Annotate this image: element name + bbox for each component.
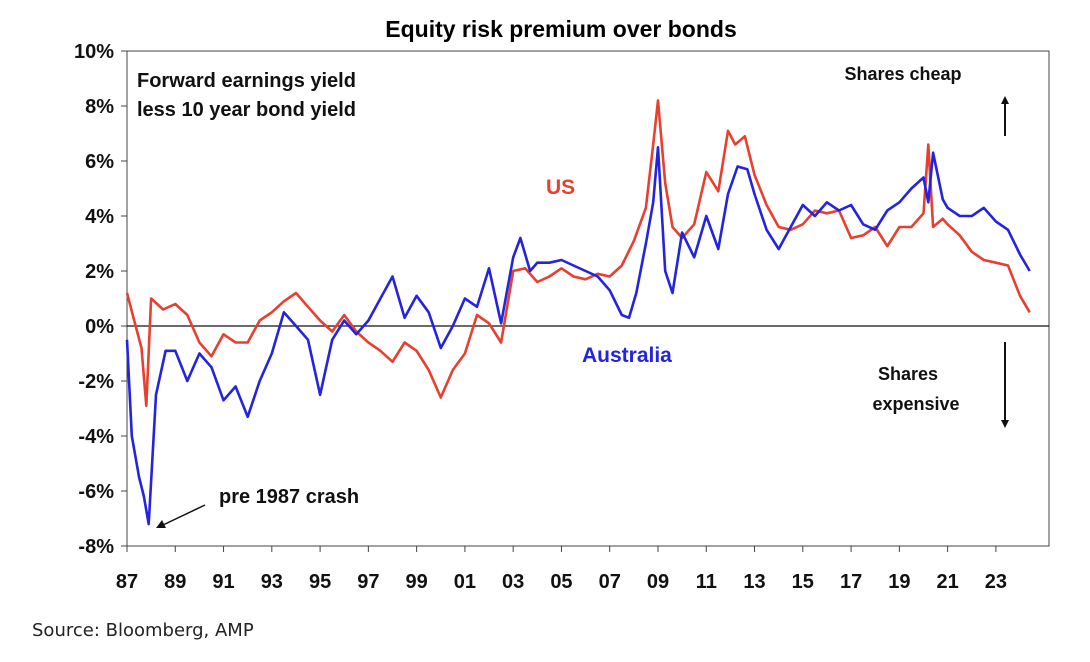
y-tick-label: 0% (85, 316, 114, 338)
y-tick-label: -2% (78, 371, 114, 393)
y-tick-label: 10% (74, 41, 114, 63)
series-line-us (125, 99, 1031, 408)
australia-series-label: Australia (582, 344, 672, 367)
x-tick-label: 95 (309, 571, 331, 593)
series-line-australia (125, 146, 1031, 526)
crash-pointer-arrow-icon (156, 504, 206, 528)
chart-title: Equity risk premium over bonds (385, 16, 736, 42)
subtitle-line2: less 10 year bond yield (137, 99, 356, 121)
shares-expensive-label-line1: Shares (878, 364, 938, 384)
crash-annotation-label: pre 1987 crash (219, 486, 359, 508)
x-tick-label: 23 (985, 571, 1007, 593)
x-axis: 87 89 91 93 95 97 99 01 03 05 07 09 11 13 15 17 19 21 23 (116, 546, 1007, 593)
x-tick-label: 87 (116, 571, 138, 593)
y-tick-label: 2% (85, 261, 114, 283)
y-tick-label: -4% (78, 426, 114, 448)
up-arrow-icon (1001, 96, 1009, 136)
y-tick-label: -8% (78, 536, 114, 558)
series-layer (125, 99, 1031, 526)
y-tick-label: 8% (85, 96, 114, 118)
down-arrow-icon (1001, 342, 1009, 428)
x-tick-label: 89 (164, 571, 186, 593)
y-tick-label: 6% (85, 151, 114, 173)
shares-expensive-label-line2: expensive (872, 394, 959, 414)
x-tick-label: 09 (647, 571, 669, 593)
x-tick-label: 01 (454, 571, 476, 593)
x-tick-label: 13 (743, 571, 765, 593)
source-note: Source: Bloomberg, AMP (32, 620, 254, 641)
subtitle-line1: Forward earnings yield (137, 70, 356, 92)
us-series-label: US (546, 176, 575, 199)
x-tick-label: 99 (406, 571, 428, 593)
x-tick-label: 91 (212, 571, 234, 593)
x-tick-label: 15 (792, 571, 814, 593)
y-axis: -8% -6% -4% -2% 0% 2% 4% 6% 8% 10% (74, 41, 127, 558)
shares-cheap-label: Shares cheap (844, 64, 961, 84)
plot-frame (126, 50, 1050, 547)
x-tick-label: 07 (599, 571, 621, 593)
y-tick-label: 4% (85, 206, 114, 228)
y-tick-label: -6% (78, 481, 114, 503)
x-tick-label: 21 (937, 571, 959, 593)
x-tick-label: 03 (502, 571, 524, 593)
x-tick-label: 19 (888, 571, 910, 593)
x-tick-label: 93 (261, 571, 283, 593)
x-tick-label: 97 (357, 571, 379, 593)
x-tick-label: 11 (696, 571, 717, 593)
x-tick-label: 17 (840, 571, 862, 593)
x-tick-label: 05 (550, 571, 572, 593)
